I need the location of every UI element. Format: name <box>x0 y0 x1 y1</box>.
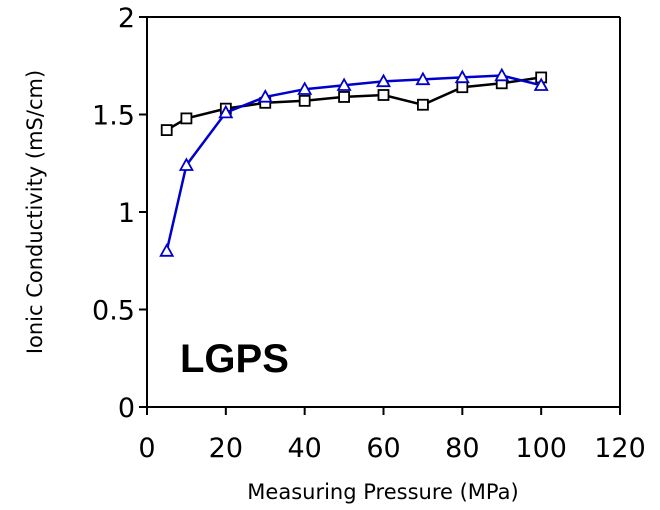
data-point-triangle <box>336 77 352 91</box>
y-tick-label: 2 <box>118 3 135 34</box>
data-point-triangle <box>494 67 510 82</box>
data-point-triangle <box>159 243 175 257</box>
y-axis-title: Ionic Conductivity (mS/cm) <box>23 70 47 354</box>
data-point-square <box>160 124 173 136</box>
chart-annotation: LGPS <box>180 337 289 381</box>
data-point-triangle <box>257 89 273 103</box>
x-axis-title: Measuring Pressure (MPa) <box>247 480 518 504</box>
x-tick-label: 0 <box>138 433 155 464</box>
series-layer <box>159 67 549 257</box>
data-point-square <box>417 98 429 111</box>
x-tick-label: 60 <box>366 433 400 464</box>
data-point-triangle <box>375 73 392 88</box>
data-point-triangle <box>454 69 470 84</box>
y-ticks: 0 0.5 1 1.5 2 <box>92 3 147 424</box>
data-point-square <box>298 94 311 107</box>
data-point-square <box>456 81 469 94</box>
y-tick-label: 0 <box>118 393 135 424</box>
data-point-square <box>338 91 350 103</box>
data-point-square <box>377 89 390 101</box>
data-point-triangle <box>178 157 194 171</box>
x-tick-label: 20 <box>209 433 243 464</box>
data-point-triangle <box>297 81 313 95</box>
data-point-square <box>180 112 193 125</box>
y-tick-label: 0.5 <box>92 296 135 327</box>
x-ticks: 0 20 40 60 80 100 120 <box>138 407 646 464</box>
series-line <box>165 74 542 252</box>
data-point-triangle <box>415 71 431 86</box>
y-tick-label: 1.5 <box>92 101 135 132</box>
x-tick-label: 40 <box>287 433 321 464</box>
y-tick-label: 1 <box>118 198 135 229</box>
x-tick-label: 120 <box>594 433 646 464</box>
x-tick-label: 100 <box>515 433 567 464</box>
data-point-triangle <box>218 104 234 119</box>
x-tick-label: 80 <box>445 433 479 464</box>
series-square <box>160 71 548 136</box>
series-triangle <box>159 67 549 257</box>
data-point-triangle <box>533 77 549 91</box>
